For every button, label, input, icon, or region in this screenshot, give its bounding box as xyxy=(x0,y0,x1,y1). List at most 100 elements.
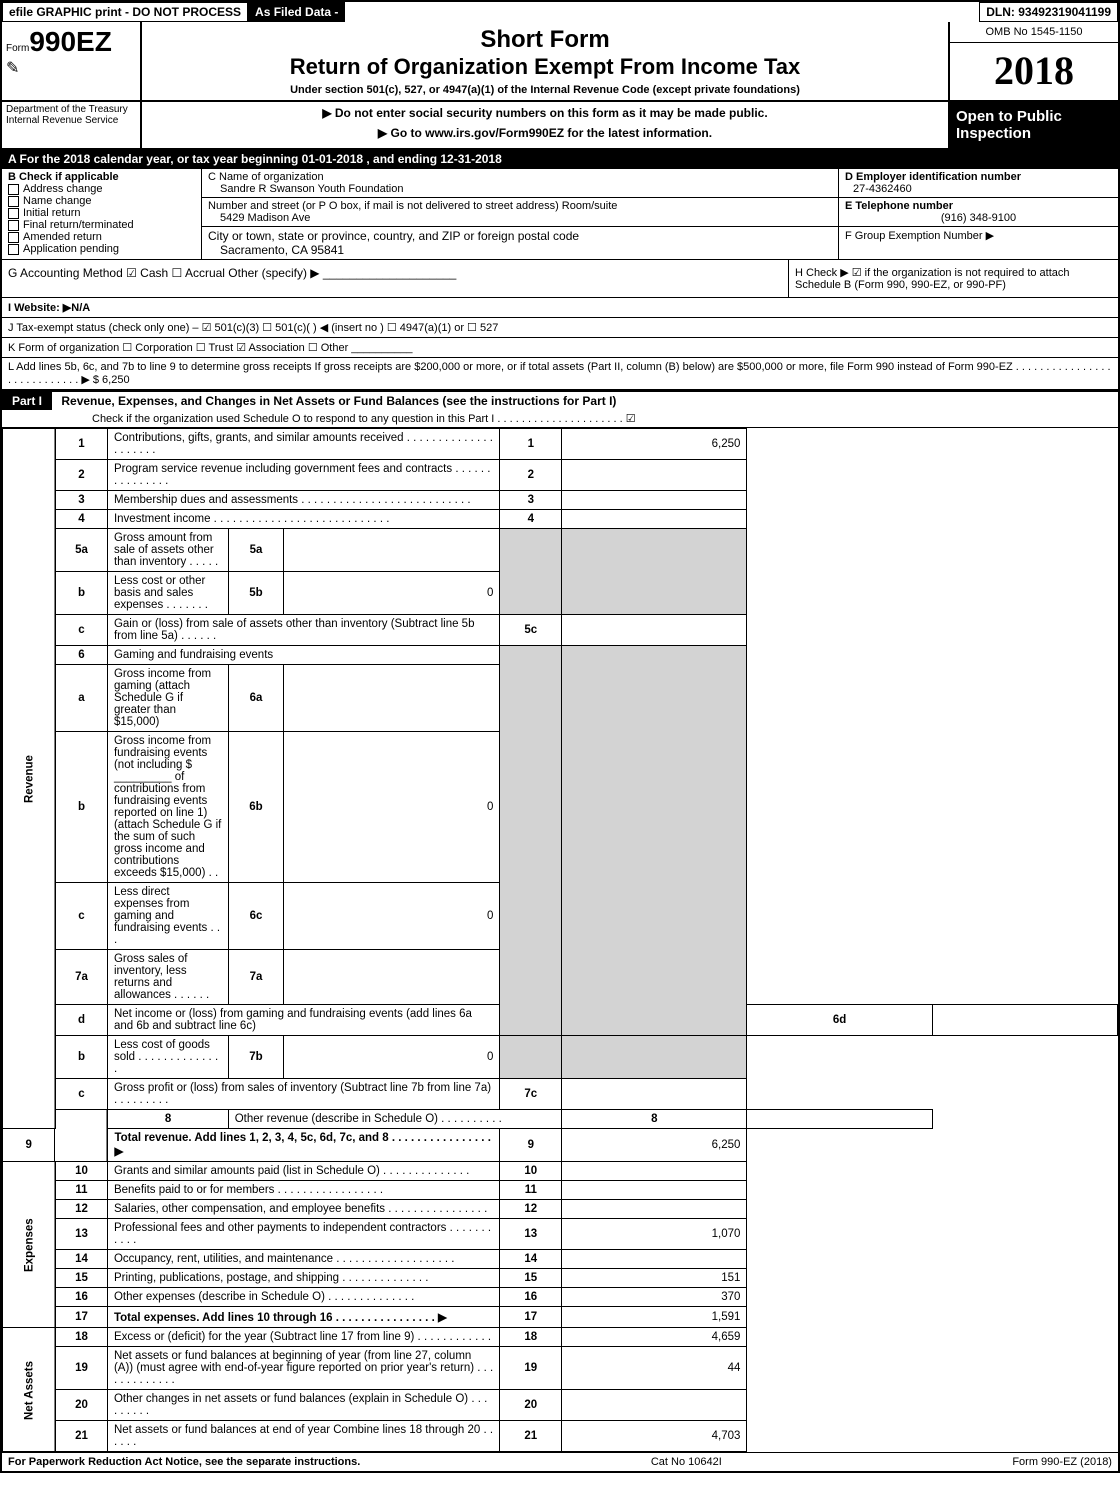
ln5a-ival xyxy=(284,529,500,572)
ln17-t: Total expenses. Add lines 10 through 16 … xyxy=(107,1307,499,1328)
ln6b-ibox: 6b xyxy=(228,732,284,883)
ln7c-box: 7c xyxy=(500,1079,562,1110)
c-label: C Name of organization xyxy=(208,171,832,183)
chk-final[interactable]: Final return/terminated xyxy=(23,219,134,231)
footer-mid: Cat No 10642I xyxy=(651,1456,722,1468)
ln20-t: Other changes in net assets or fund bala… xyxy=(107,1390,499,1421)
ln21-n: 21 xyxy=(55,1421,107,1452)
ln7a-t: Gross sales of inventory, less returns a… xyxy=(107,950,228,1005)
k-form-org: K Form of organization ☐ Corporation ☐ T… xyxy=(2,338,1118,358)
ln9-box: 9 xyxy=(500,1129,562,1162)
ln21-box: 21 xyxy=(500,1421,562,1452)
ln6d-n: d xyxy=(55,1005,107,1036)
ln10-t: Grants and similar amounts paid (list in… xyxy=(107,1162,499,1181)
footer-left: For Paperwork Reduction Act Notice, see … xyxy=(8,1456,360,1468)
ln9-t: Total revenue. Add lines 1, 2, 3, 4, 5c,… xyxy=(107,1129,499,1162)
ln6b-ival: 0 xyxy=(284,732,500,883)
irs-label: Internal Revenue Service xyxy=(6,115,136,126)
bcde-block: B Check if applicable Address change Nam… xyxy=(2,169,1118,260)
ln6-n: 6 xyxy=(55,646,107,665)
ln6b-n: b xyxy=(55,732,107,883)
org-name: Sandre R Swanson Youth Foundation xyxy=(208,183,832,195)
ln1-box: 1 xyxy=(500,429,562,460)
chk-amended[interactable]: Amended return xyxy=(23,231,102,243)
dept-label: Department of the Treasury xyxy=(6,104,136,115)
ln3-n: 3 xyxy=(55,491,107,510)
ln18-n: 18 xyxy=(55,1328,107,1347)
ln13-t: Professional fees and other payments to … xyxy=(107,1219,499,1250)
ln8-t: Other revenue (describe in Schedule O) .… xyxy=(228,1110,561,1129)
form-word: Form xyxy=(6,43,29,54)
ln5-shade1 xyxy=(500,529,562,615)
ln21-t: Net assets or fund balances at end of ye… xyxy=(107,1421,499,1452)
ln4-t: Investment income . . . . . . . . . . . … xyxy=(107,510,499,529)
d-label: D Employer identification number xyxy=(845,171,1112,183)
form-number-cell: Form990EZ ✎ xyxy=(2,22,142,100)
ln6c-t: Less direct expenses from gaming and fun… xyxy=(107,883,228,950)
chk-pending[interactable]: Application pending xyxy=(23,243,119,255)
ln9-amt: 6,250 xyxy=(562,1129,747,1162)
part1-badge: Part I xyxy=(2,392,52,410)
ln7a-n: 7a xyxy=(55,950,107,1005)
ln14-t: Occupancy, rent, utilities, and maintena… xyxy=(107,1250,499,1269)
ln19-t: Net assets or fund balances at beginning… xyxy=(107,1347,499,1390)
ln6a-ibox: 6a xyxy=(228,665,284,732)
g-accounting: G Accounting Method ☑ Cash ☐ Accrual Oth… xyxy=(2,260,788,297)
ln15-amt: 151 xyxy=(562,1269,747,1288)
chk-addr[interactable]: Address change xyxy=(23,183,103,195)
notes-row: Department of the Treasury Internal Reve… xyxy=(2,102,1118,149)
ln7a-ival xyxy=(284,950,500,1005)
ln9-n: 9 xyxy=(3,1129,55,1162)
ln6-t: Gaming and fundraising events xyxy=(107,646,499,665)
ln5a-ibox: 5a xyxy=(228,529,284,572)
b-title: B Check if applicable xyxy=(8,171,195,183)
h-check: H Check ▶ ☑ if the organization is not r… xyxy=(788,260,1118,297)
ln17-n: 17 xyxy=(55,1307,107,1328)
section-def: D Employer identification number 27-4362… xyxy=(838,169,1118,259)
ln6-shade1 xyxy=(500,646,562,1036)
ln7b-ibox: 7b xyxy=(228,1036,284,1079)
ln14-box: 14 xyxy=(500,1250,562,1269)
ln8-n: 8 xyxy=(107,1110,228,1129)
ln20-box: 20 xyxy=(500,1390,562,1421)
ln4-box: 4 xyxy=(500,510,562,529)
side-revenue: Revenue xyxy=(3,429,55,1129)
ln2-amt xyxy=(562,460,747,491)
part1-header: Part I Revenue, Expenses, and Changes in… xyxy=(2,390,1118,428)
as-filed-label: As Filed Data - xyxy=(248,2,345,22)
omb-number: OMB No 1545-1150 xyxy=(950,22,1118,43)
ln7b-n: b xyxy=(55,1036,107,1079)
org-addr: 5429 Madison Ave xyxy=(208,212,832,224)
ln3-box: 3 xyxy=(500,491,562,510)
chk-name[interactable]: Name change xyxy=(23,195,92,207)
ln1-amt: 6,250 xyxy=(562,429,747,460)
ln5c-amt xyxy=(562,615,747,646)
ln2-box: 2 xyxy=(500,460,562,491)
ln19-box: 19 xyxy=(500,1347,562,1390)
ln10-box: 10 xyxy=(500,1162,562,1181)
ln5c-n: c xyxy=(55,615,107,646)
ln16-t: Other expenses (describe in Schedule O) … xyxy=(107,1288,499,1307)
ssn-note: ▶ Do not enter social security numbers o… xyxy=(146,106,944,120)
ln7b-t: Less cost of goods sold . . . . . . . . … xyxy=(107,1036,228,1079)
footer-right: Form 990-EZ (2018) xyxy=(1012,1456,1112,1468)
ln20-amt xyxy=(562,1390,747,1421)
ln11-n: 11 xyxy=(55,1181,107,1200)
ln3-t: Membership dues and assessments . . . . … xyxy=(107,491,499,510)
ln7b-shade2 xyxy=(562,1036,747,1079)
ln5-shade2 xyxy=(562,529,747,615)
ln1-n: 1 xyxy=(55,429,107,460)
ln4-n: 4 xyxy=(55,510,107,529)
ln7b-ival: 0 xyxy=(284,1036,500,1079)
short-form-title: Short Form xyxy=(150,26,940,54)
f-label: F Group Exemption Number ▶ xyxy=(845,229,1112,242)
chk-initial[interactable]: Initial return xyxy=(23,207,80,219)
ln6c-ival: 0 xyxy=(284,883,500,950)
ln12-n: 12 xyxy=(55,1200,107,1219)
ln12-t: Salaries, other compensation, and employ… xyxy=(107,1200,499,1219)
ln16-box: 16 xyxy=(500,1288,562,1307)
ln14-n: 14 xyxy=(55,1250,107,1269)
ln5b-t: Less cost or other basis and sales expen… xyxy=(107,572,228,615)
title-block: Form990EZ ✎ Short Form Return of Organiz… xyxy=(2,22,1118,102)
e-label: E Telephone number xyxy=(845,200,1112,212)
